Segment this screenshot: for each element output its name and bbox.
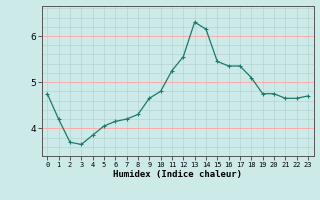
- X-axis label: Humidex (Indice chaleur): Humidex (Indice chaleur): [113, 170, 242, 179]
